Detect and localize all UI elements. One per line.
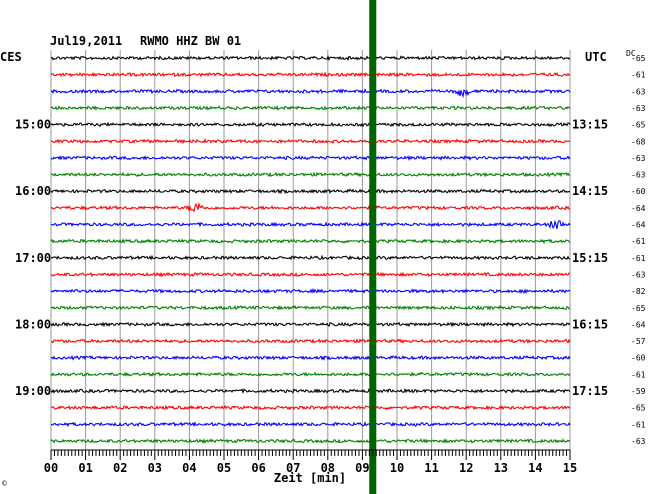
trace-row-14: [50, 287, 571, 295]
x-tick-label-13: 13: [494, 461, 508, 475]
x-tick-label-01: 01: [78, 461, 92, 475]
right-hour-label: 15:15: [572, 251, 608, 265]
right-timezone-label: UTC: [585, 50, 607, 64]
right-hour-label: 16:15: [572, 317, 608, 331]
left-hour-label: 16:00: [15, 184, 51, 198]
copyright-mark: ©: [2, 479, 7, 488]
x-tick-label-08: 08: [321, 461, 335, 475]
dc-value-row-16: -64: [631, 320, 646, 329]
dc-value-row-1: -61: [631, 71, 646, 80]
header-date: Jul19,2011: [50, 34, 122, 48]
trace-row-22: [50, 421, 571, 428]
header-station: RWMO HHZ BW 01: [140, 34, 241, 48]
trace-row-1: [50, 71, 571, 78]
dc-value-row-7: -63: [631, 171, 646, 180]
highlight-band: [369, 0, 377, 494]
dc-value-row-8: -60: [631, 187, 646, 196]
dc-value-row-3: -63: [631, 104, 646, 113]
dc-value-row-20: -59: [631, 387, 646, 396]
dc-value-row-18: -60: [631, 354, 646, 363]
x-tick-label-05: 05: [217, 461, 231, 475]
trace-row-7: [50, 171, 571, 178]
trace-row-17: [50, 338, 571, 344]
trace-row-11: [50, 238, 571, 245]
left-hour-label: 19:00: [15, 384, 51, 398]
x-axis-label: Zeit [min]: [274, 471, 346, 485]
x-tick-label-14: 14: [528, 461, 542, 475]
trace-row-2: [50, 88, 571, 99]
trace-row-21: [50, 404, 571, 411]
highlight-band-bar: [369, 0, 377, 494]
dc-value-row-9: -64: [631, 204, 646, 213]
trace-row-12: [50, 254, 571, 261]
dc-value-row-5: -68: [631, 137, 646, 146]
x-tick-label-11: 11: [424, 461, 438, 475]
dc-value-row-17: -57: [631, 337, 646, 346]
left-hour-label: 17:00: [15, 251, 51, 265]
x-axis: 00 01 02 03 04 05 06 07 08 09 10 11 12 13 14 15: [44, 449, 577, 475]
trace-row-19: [50, 371, 571, 377]
trace-row-0: [50, 54, 571, 62]
trace-row-3: [50, 104, 571, 111]
trace-row-20: [50, 387, 571, 395]
left-hour-labels: 15:00 16:00 17:00 18:00 19:00: [15, 118, 51, 398]
x-tick-label-09: 09: [355, 461, 369, 475]
trace-row-6: [50, 155, 571, 162]
dc-value-row-10: -64: [631, 221, 646, 230]
right-hour-label: 13:15: [572, 118, 608, 132]
dc-value-row-12: -61: [631, 254, 646, 263]
trace-row-4: [50, 121, 571, 128]
dc-value-row-2: -63: [631, 87, 646, 96]
x-tick-label-07: 07: [286, 461, 300, 475]
seismic-traces: [50, 54, 571, 444]
trace-row-15: [50, 304, 571, 311]
dc-header: DC: [626, 49, 636, 58]
time-gridlines: [50, 50, 571, 450]
x-tick-label-03: 03: [148, 461, 162, 475]
dc-values: -65 -61 -63 -63 -65 -68 -63 -63 -60 -64 -64 -61 -61 -…: [631, 54, 646, 446]
left-hour-label: 15:00: [15, 118, 51, 132]
trace-row-13: [50, 271, 571, 278]
dc-value-row-19: -61: [631, 370, 646, 379]
dc-value-row-22: -61: [631, 420, 646, 429]
x-tick-label-12: 12: [459, 461, 473, 475]
x-tick-label-00: 00: [44, 461, 58, 475]
right-hour-labels: 13:15 14:15 15:15 16:15 17:15: [572, 118, 608, 398]
x-tick-label-10: 10: [390, 461, 404, 475]
left-hour-label: 18:00: [15, 317, 51, 331]
trace-row-5: [50, 138, 571, 145]
right-hour-label: 17:15: [572, 384, 608, 398]
trace-row-9: [50, 201, 571, 213]
dc-value-row-6: -63: [631, 154, 646, 163]
trace-row-18: [50, 354, 571, 361]
right-hour-label: 14:15: [572, 184, 608, 198]
left-timezone-label: CES: [0, 50, 22, 64]
trace-row-8: [50, 188, 571, 195]
trace-row-10: [51, 219, 571, 230]
dc-value-row-0: -65: [631, 54, 646, 63]
x-tick-label-15: 15: [563, 461, 577, 475]
dc-value-row-13: -63: [631, 270, 646, 279]
trace-row-23: [50, 438, 571, 444]
dc-value-row-21: -65: [631, 404, 646, 413]
dc-value-row-11: -61: [631, 237, 646, 246]
dc-value-row-23: -63: [631, 437, 646, 446]
x-tick-label-04: 04: [182, 461, 196, 475]
x-tick-label-02: 02: [113, 461, 127, 475]
trace-row-16: [50, 321, 571, 328]
dc-value-row-14: -82: [631, 287, 646, 296]
dc-value-row-4: -65: [631, 121, 646, 130]
dc-value-row-15: -65: [631, 304, 646, 313]
x-tick-label-06: 06: [251, 461, 265, 475]
